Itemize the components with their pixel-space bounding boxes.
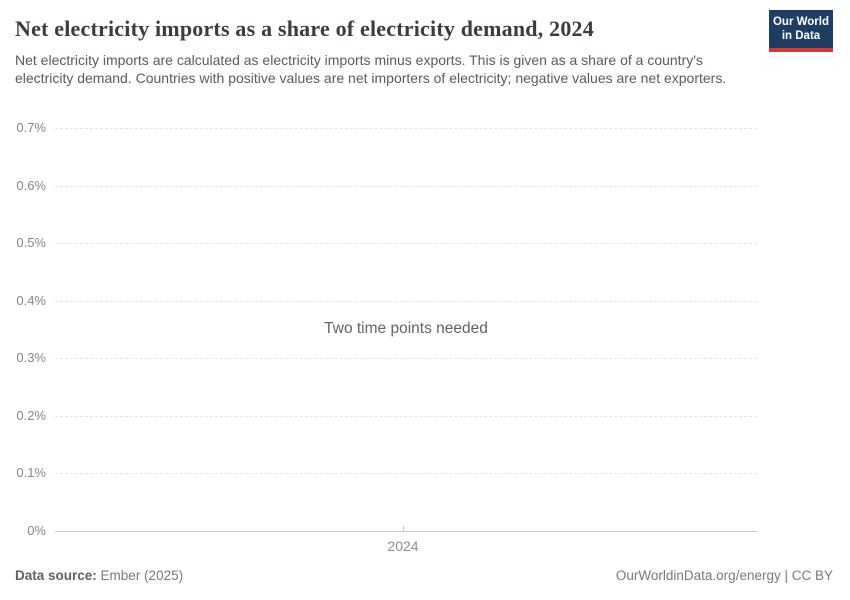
gridline bbox=[55, 128, 757, 129]
y-axis-tick-label: 0.6% bbox=[16, 177, 46, 193]
owid-logo-line1: Our World bbox=[772, 16, 829, 28]
x-axis-tick-mark bbox=[403, 526, 404, 531]
gridline bbox=[55, 243, 757, 245]
owid-logo-line2: in Data bbox=[781, 30, 821, 42]
chart-footer: Data source: Ember (2025) OurWorldinData… bbox=[15, 568, 833, 583]
x-axis-baseline bbox=[55, 531, 757, 532]
owid-logo: Our World in Data bbox=[769, 10, 833, 52]
no-data-message: Two time points needed bbox=[324, 320, 488, 337]
y-axis-tick-label: 0% bbox=[27, 523, 46, 538]
y-axis-tick-label: 0.7% bbox=[16, 120, 46, 135]
data-source: Data source: Ember (2025) bbox=[15, 568, 183, 583]
y-axis-tick-label: 0.1% bbox=[16, 465, 46, 481]
data-source-label: Data source: bbox=[15, 568, 97, 583]
gridline bbox=[55, 415, 757, 417]
y-axis-tick-label: 0.2% bbox=[16, 407, 46, 423]
data-source-value: Ember (2025) bbox=[100, 568, 184, 583]
gridline bbox=[55, 473, 757, 475]
gridline bbox=[55, 358, 757, 360]
chart-title: Net electricity imports as a share of el… bbox=[15, 16, 594, 41]
y-axis-tick-label: 0.3% bbox=[16, 350, 46, 366]
gridline bbox=[55, 300, 757, 302]
chart-subtitle: Net electricity imports are calculated a… bbox=[15, 52, 727, 86]
y-axis-tick-label: 0.4% bbox=[16, 292, 46, 308]
gridline bbox=[55, 185, 757, 187]
x-axis-tick-label: 2024 bbox=[387, 538, 419, 554]
attribution-license: OurWorldinData.org/energy | CC BY bbox=[615, 568, 833, 583]
y-axis-tick-label: 0.5% bbox=[16, 235, 46, 251]
